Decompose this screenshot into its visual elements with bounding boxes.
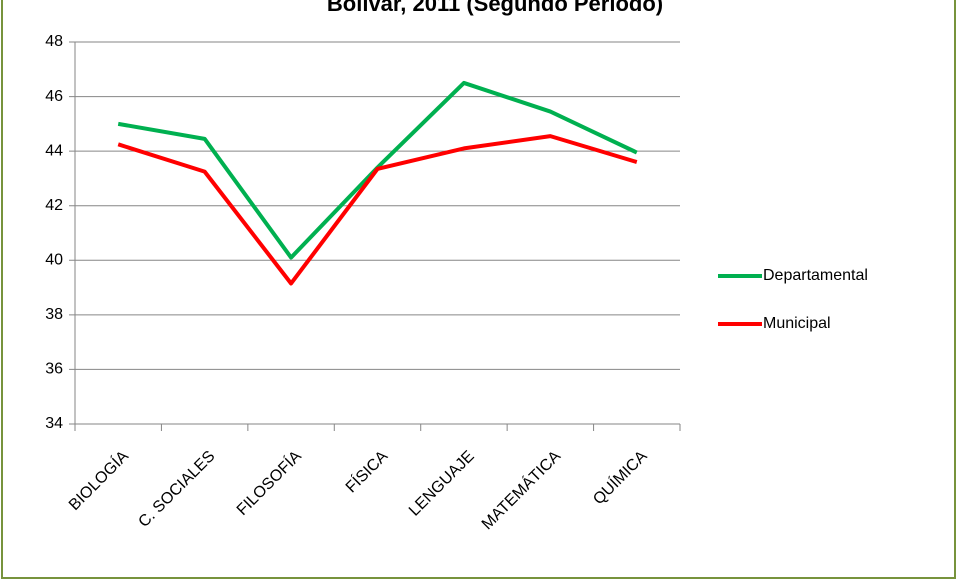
chart-title: Bolívar, 2011 (Segundo Período) — [327, 0, 663, 16]
legend-label: Departamental — [763, 267, 868, 284]
y-tick-label: 40 — [45, 252, 63, 269]
y-tick-label: 48 — [45, 33, 63, 50]
y-tick-label: 34 — [45, 415, 63, 432]
y-tick-label: 36 — [45, 361, 63, 378]
y-tick-label: 46 — [45, 88, 63, 105]
legend-label: Municipal — [763, 315, 831, 332]
y-tick-label: 44 — [45, 142, 63, 159]
series-line — [117, 134, 638, 286]
y-tick-label: 42 — [45, 197, 63, 214]
y-tick-label: 38 — [45, 306, 63, 323]
